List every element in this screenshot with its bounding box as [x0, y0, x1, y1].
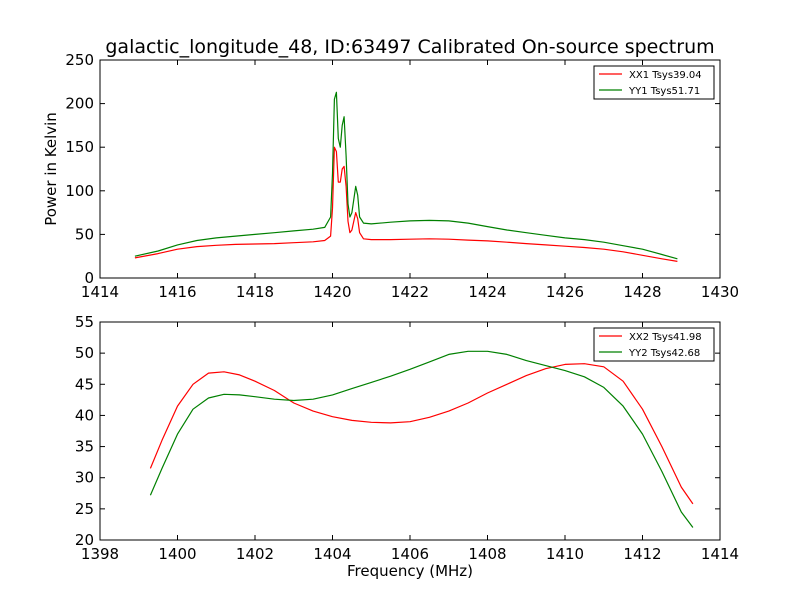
- legend-box-top: [593, 65, 715, 100]
- x-tick-label: 1404: [313, 545, 351, 563]
- series-line-top-1: [134, 146, 678, 262]
- y-tick-label: 150: [65, 138, 94, 156]
- y-tick-label: 0: [84, 269, 94, 287]
- chart-top: 1414 1416 1418 1420 1422 1424 1426 1428 1430 0 50 1…: [42, 51, 739, 301]
- y-tick-label: 200: [65, 95, 94, 113]
- x-tick-label: 1402: [236, 545, 274, 563]
- series-line-bottom-1: [149, 363, 694, 505]
- y-tick-label: 25: [75, 500, 94, 518]
- y-axis-label-top: Power in Kelvin: [42, 112, 60, 226]
- x-tick-label: 1418: [236, 283, 274, 301]
- x-tick-label: 1398: [81, 545, 119, 563]
- y-tick-label: 100: [65, 182, 94, 200]
- legend-bottom: XX2 Tsys41.98 YY2 Tsys42.68: [593, 327, 715, 362]
- x-tick-label: 1410: [546, 545, 584, 563]
- legend-label-xx2: XX2 Tsys41.98: [629, 332, 702, 343]
- x-tick-label: 1420: [313, 283, 351, 301]
- y-tick-label: 30: [75, 469, 94, 487]
- y-tick-label: 250: [65, 51, 94, 69]
- x-tick-label: 1430: [701, 283, 739, 301]
- y-tick-label: 50: [75, 344, 94, 362]
- x-tick-label: 1426: [546, 283, 584, 301]
- x-tick-label: 1414: [81, 283, 119, 301]
- y-tick-label: 35: [75, 438, 94, 456]
- legend-label-yy2: YY2 Tsys42.68: [628, 348, 700, 359]
- legend-label-yy1: YY1 Tsys51.71: [628, 86, 700, 97]
- y-tick-label: 50: [75, 225, 94, 243]
- series-group-bottom: [149, 350, 694, 528]
- chart-title-top: galactic_longitude_48, ID:63497 Calibrat…: [105, 36, 714, 58]
- y-tick-label: 20: [75, 531, 94, 549]
- y-tick-label: 45: [75, 375, 94, 393]
- x-tick-label: 1406: [391, 545, 429, 563]
- x-tick-label: 1414: [701, 545, 739, 563]
- ticks-top: 1414 1416 1418 1420 1422 1424 1426 1428 1430 0 50 1…: [65, 51, 739, 301]
- x-tick-label: 1412: [623, 545, 661, 563]
- ticks-bottom: 1398 1400 1402 1404 1406 1408 1410 1412 1414 20 25…: [75, 313, 739, 563]
- y-tick-label: 40: [75, 406, 94, 424]
- series-line-bottom-2: [149, 350, 694, 528]
- legend-box-bottom: [593, 327, 715, 362]
- y-tick-label: 55: [75, 313, 94, 331]
- x-tick-label: 1422: [391, 283, 429, 301]
- x-tick-label: 1408: [468, 545, 506, 563]
- series-group-top: [134, 91, 678, 262]
- chart-bottom: 1398 1400 1402 1404 1406 1408 1410 1412 1414 20 25…: [75, 313, 739, 580]
- legend-top: XX1 Tsys39.04 YY1 Tsys51.71: [593, 65, 715, 100]
- x-tick-label: 1400: [158, 545, 196, 563]
- x-tick-label: 1424: [468, 283, 506, 301]
- x-tick-label: 1428: [623, 283, 661, 301]
- x-axis-label-bottom: Frequency (MHz): [347, 562, 473, 580]
- x-tick-label: 1416: [158, 283, 196, 301]
- legend-label-xx1: XX1 Tsys39.04: [629, 70, 702, 81]
- series-line-top-2: [134, 91, 678, 260]
